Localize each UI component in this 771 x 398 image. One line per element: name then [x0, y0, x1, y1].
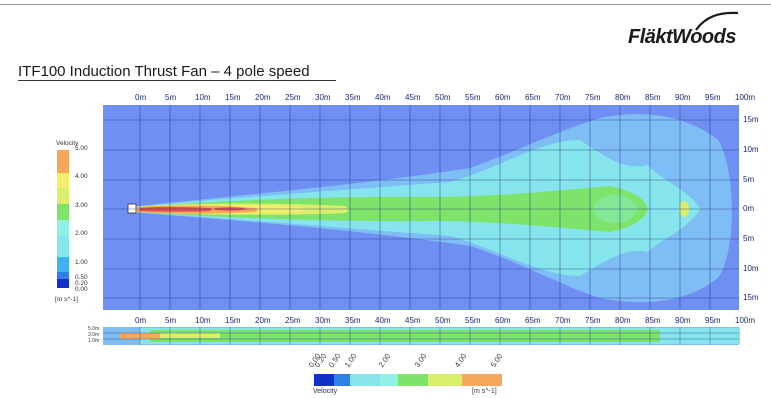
left-legend-bar	[57, 150, 69, 288]
y-tick: 15m	[743, 115, 759, 124]
bottom-legend-bar	[314, 374, 502, 386]
y-tick: 0m	[743, 204, 755, 213]
side-x-tick: 70m	[555, 316, 571, 325]
left-legend-tick: 4.00	[75, 173, 88, 180]
side-x-tick: 45m	[405, 316, 421, 325]
side-x-tick: 95m	[705, 316, 721, 325]
fan-marker	[127, 203, 137, 214]
y-tick: 15m	[743, 293, 759, 302]
side-label: 3.0m	[88, 332, 100, 338]
side-x-tick: 75m	[585, 316, 601, 325]
top-x-tick: 45m	[405, 93, 421, 102]
top-x-tick: 65m	[525, 93, 541, 102]
side-x-tick: 10m	[195, 316, 211, 325]
side-x-tick: 5m	[165, 316, 177, 325]
side-label: 1.0m	[88, 338, 100, 344]
page-title: ITF100 Induction Thrust Fan – 4 pole spe…	[18, 63, 310, 80]
left-legend-tick: 1.00	[75, 259, 88, 266]
y-tick: 5m	[743, 175, 755, 184]
left-legend-tick: 5.00	[75, 145, 88, 152]
left-legend-tick: 0.20	[75, 280, 88, 287]
side-x-tick: 25m	[285, 316, 301, 325]
top-x-tick: 75m	[585, 93, 601, 102]
logo-swoosh-icon	[695, 11, 739, 31]
top-x-tick: 15m	[225, 93, 241, 102]
top-x-tick: 0m	[135, 93, 147, 102]
side-x-tick: 40m	[375, 316, 391, 325]
top-x-tick: 90m	[675, 93, 691, 102]
top-x-tick: 20m	[255, 93, 271, 102]
side-x-tick: 50m	[435, 316, 451, 325]
top-x-tick: 80m	[615, 93, 631, 102]
side-x-tick: 60m	[495, 316, 511, 325]
left-legend-tick: 0.50	[75, 274, 88, 281]
bottom-legend-title: Velocity	[313, 388, 338, 395]
side-x-tick: 30m	[315, 316, 331, 325]
top-x-tick: 5m	[165, 93, 177, 102]
left-legend-tick: 0.00	[75, 286, 88, 293]
left-legend-tick: 3.00	[75, 202, 88, 209]
side-label: 5.0m	[88, 326, 100, 332]
main-grid	[103, 105, 739, 310]
title-underline	[18, 80, 336, 81]
top-x-tick: 25m	[285, 93, 301, 102]
top-x-tick: 60m	[495, 93, 511, 102]
side-x-tick: 0m	[135, 316, 147, 325]
side-x-tick: 35m	[345, 316, 361, 325]
top-x-tick: 30m	[315, 93, 331, 102]
top-x-tick: 100m	[735, 93, 756, 102]
side-grid	[103, 327, 739, 345]
left-legend-unit: [m s^-1]	[55, 296, 78, 303]
top-x-tick: 50m	[435, 93, 451, 102]
bottom-legend-unit: [m s^-1]	[472, 388, 497, 395]
side-x-tick: 15m	[225, 316, 241, 325]
y-tick: 5m	[743, 234, 755, 243]
side-x-tick: 65m	[525, 316, 541, 325]
side-x-tick: 100m	[735, 316, 756, 325]
side-x-tick: 80m	[615, 316, 631, 325]
top-x-tick: 40m	[375, 93, 391, 102]
side-x-tick: 55m	[465, 316, 481, 325]
side-x-tick: 90m	[675, 316, 691, 325]
y-tick: 10m	[743, 264, 759, 273]
left-legend-tick: 2.00	[75, 230, 88, 237]
brand-logo: FläktWoods	[628, 26, 736, 48]
side-x-tick: 20m	[255, 316, 271, 325]
y-tick: 10m	[743, 145, 759, 154]
top-x-tick: 55m	[465, 93, 481, 102]
top-x-tick: 35m	[345, 93, 361, 102]
top-x-tick: 95m	[705, 93, 721, 102]
side-x-tick: 85m	[645, 316, 661, 325]
top-x-tick: 70m	[555, 93, 571, 102]
top-x-tick: 10m	[195, 93, 211, 102]
top-x-tick: 85m	[645, 93, 661, 102]
left-legend-title: Velocity	[56, 140, 79, 147]
header-divider	[0, 4, 771, 5]
